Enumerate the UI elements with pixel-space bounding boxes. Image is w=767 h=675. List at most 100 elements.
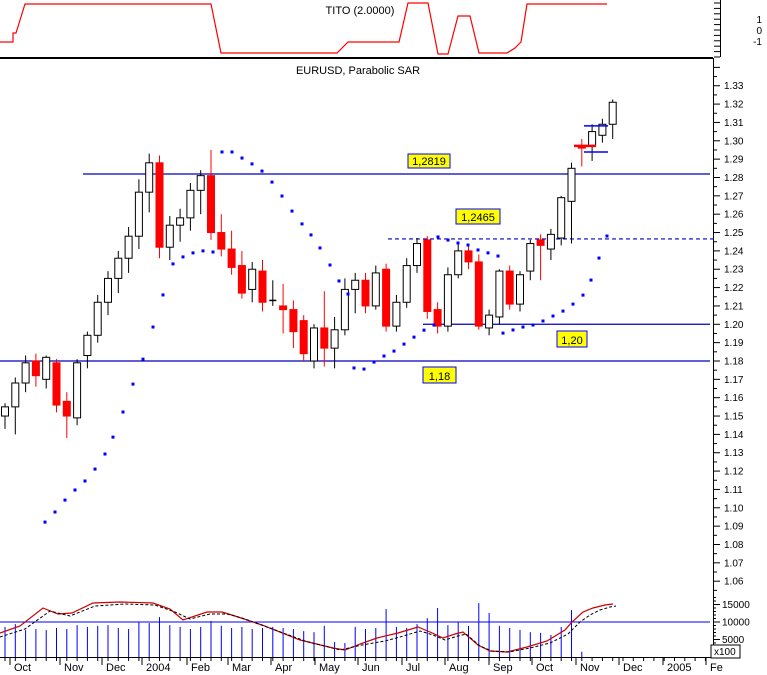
month-label: Nov xyxy=(580,662,600,674)
sar-dot xyxy=(201,249,205,253)
level-label-text: 1,2819 xyxy=(412,156,446,168)
candle xyxy=(114,250,123,294)
price-axis-label: 1.24 xyxy=(724,246,744,257)
sar-dot xyxy=(63,498,67,502)
sar-dot xyxy=(352,366,356,370)
sar-dot xyxy=(436,235,440,239)
sar-dot xyxy=(103,452,107,456)
sar-dot xyxy=(597,256,601,260)
level-label-box[interactable] xyxy=(407,153,451,169)
tito-line xyxy=(0,2,607,55)
sar-dot xyxy=(511,328,515,332)
candle xyxy=(598,118,607,143)
price-axis-label: 1.18 xyxy=(724,356,744,367)
axes: 1.06 1.07 1.08 1.09 1.10 1.11 1.12 1.13 1.14 1.15… xyxy=(0,58,744,674)
candle xyxy=(351,272,360,314)
sar-dot xyxy=(141,357,145,361)
month-label: Jul xyxy=(406,662,420,674)
level-label-text: 1,2465 xyxy=(461,212,495,224)
candle xyxy=(310,324,318,369)
month-label: Aug xyxy=(449,662,469,674)
candle xyxy=(526,239,535,281)
candle xyxy=(134,179,143,250)
sar-dot xyxy=(372,360,376,364)
main-title: EURUSD, Parabolic SAR xyxy=(296,65,420,77)
sar-dot xyxy=(121,410,125,414)
candle xyxy=(83,331,92,369)
price-axis-label: 1.07 xyxy=(724,558,744,569)
price-level-lines[interactable]: 1,2819 1,2465 1,20 1,18 xyxy=(0,153,714,384)
price-axis-label: 1.15 xyxy=(724,412,744,423)
candle xyxy=(402,258,411,308)
tito-axis-label: 0 xyxy=(756,26,762,37)
month-label: Dec xyxy=(623,662,643,674)
scale-box-label: x100 xyxy=(714,647,736,658)
sar-dot xyxy=(151,325,155,329)
tito-title: TITO (2.0000) xyxy=(326,5,395,17)
price-axis-label: 1.25 xyxy=(724,228,744,239)
sar-dot xyxy=(402,342,406,346)
level-label-box[interactable] xyxy=(422,366,457,384)
sar-dot xyxy=(318,246,322,250)
sar-dot xyxy=(171,262,175,266)
price-axis-label: 1.22 xyxy=(724,283,744,294)
sar-dot xyxy=(280,194,284,198)
candle xyxy=(320,291,329,367)
level-label-box[interactable] xyxy=(556,330,588,348)
price-axis-label: 1.17 xyxy=(724,375,744,386)
sar-dot xyxy=(240,156,244,160)
volume-axis-label: 15000 xyxy=(722,600,750,611)
tito-indicator-panel: 10-1 xyxy=(0,0,762,59)
sar-dot xyxy=(496,254,500,258)
candle xyxy=(279,283,288,334)
candle xyxy=(516,271,524,312)
candle xyxy=(433,302,442,334)
candle xyxy=(165,216,174,261)
sar-dot xyxy=(43,520,47,524)
price-axis-label: 1.09 xyxy=(724,522,744,533)
candle xyxy=(62,392,71,439)
sar-dot xyxy=(589,278,593,282)
sar-dot xyxy=(476,248,480,252)
candle xyxy=(371,265,380,310)
price-axis-label: 1.33 xyxy=(724,81,744,92)
price-axis-label: 1.13 xyxy=(724,448,744,459)
sar-dot xyxy=(211,250,215,254)
candle xyxy=(196,170,205,215)
candle xyxy=(52,359,61,413)
annotations[interactable] xyxy=(574,125,608,153)
price-axis-label: 1.06 xyxy=(724,577,744,588)
level-label-box[interactable] xyxy=(455,208,501,225)
sar-dot xyxy=(270,180,274,184)
sar-dot xyxy=(220,150,224,154)
month-label: Oct xyxy=(14,662,31,674)
sar-dot xyxy=(521,325,525,329)
parabolic-sar-dots xyxy=(43,150,609,524)
volume-ma-line xyxy=(0,601,614,653)
sar-dot xyxy=(250,162,254,166)
sar-dot xyxy=(501,331,505,335)
candle xyxy=(93,294,102,343)
candle xyxy=(258,260,267,312)
sar-dot xyxy=(486,251,490,255)
candle xyxy=(546,228,555,261)
month-label: May xyxy=(319,662,340,674)
sar-dot xyxy=(531,323,535,327)
candle xyxy=(588,124,597,161)
candle xyxy=(464,243,473,270)
volume-ma-dashed-line xyxy=(0,603,617,653)
sar-dot xyxy=(456,241,460,245)
month-label: 2004 xyxy=(146,662,170,674)
candle xyxy=(248,261,257,303)
candle xyxy=(557,195,566,246)
candle xyxy=(42,355,51,389)
candle xyxy=(21,355,30,393)
sar-dot xyxy=(328,263,332,267)
sar-dot xyxy=(422,328,426,332)
sar-dot xyxy=(111,435,115,439)
candle xyxy=(567,162,576,244)
candle xyxy=(124,227,133,273)
sar-dot xyxy=(93,467,97,471)
